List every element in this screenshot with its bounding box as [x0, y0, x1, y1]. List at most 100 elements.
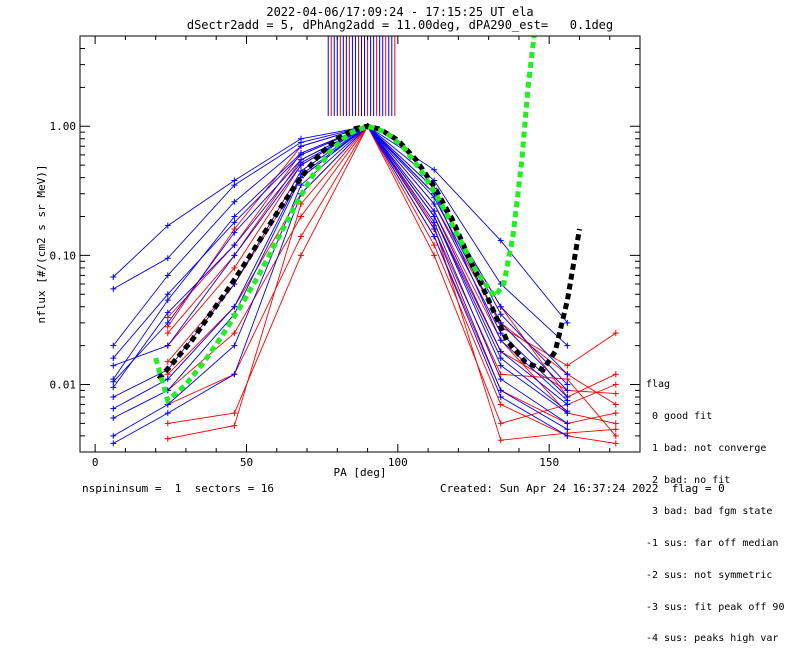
blue-data-point	[164, 222, 171, 229]
blue-data-point	[231, 242, 238, 249]
legend-item-flag-minus2: -2 sus: not symmetric	[646, 569, 773, 581]
blue-data-point	[297, 159, 304, 166]
blue-series-line	[113, 125, 568, 444]
blue-data-point	[497, 387, 504, 394]
blue-data-point	[164, 291, 171, 298]
red-data-point	[164, 330, 171, 337]
legend-item-flag-minus1: -1 sus: far off median	[646, 538, 779, 550]
blue-data-point	[431, 226, 438, 233]
red-data-point	[612, 401, 619, 408]
blue-data-point	[497, 348, 504, 355]
blue-data-point	[164, 376, 171, 383]
blue-data-point	[431, 208, 438, 215]
blue-data-point	[564, 319, 571, 326]
y-axis-label: nflux [#/(cm2 s sr MeV)]	[35, 165, 48, 324]
blue-data-point	[164, 342, 171, 349]
blue-series-line	[113, 125, 568, 437]
blue-data-point	[164, 255, 171, 262]
blue-data-point	[110, 355, 117, 362]
blue-data-point	[497, 311, 504, 318]
x-tick-label: 0	[92, 456, 99, 469]
blue-data-point	[110, 342, 117, 349]
blue-data-point	[231, 213, 238, 220]
x-axis-label: PA [deg]	[334, 466, 387, 479]
blue-series-line	[113, 125, 568, 412]
blue-data-point	[164, 297, 171, 304]
blue-data-point	[110, 273, 117, 280]
red-data-point	[231, 422, 238, 429]
blue-data-point	[110, 384, 117, 391]
blue-data-point	[110, 285, 117, 292]
blue-series-line	[112, 125, 568, 401]
blue-data-point	[564, 387, 571, 394]
blue-data-point	[231, 219, 238, 226]
red-data-point	[497, 437, 504, 444]
plot-frame	[79, 35, 641, 453]
red-series-line	[167, 125, 616, 441]
blue-data-point	[110, 378, 117, 385]
blue-data-point	[497, 337, 504, 344]
legend-title: flag	[646, 379, 671, 391]
red-data-point	[297, 252, 304, 259]
blue-data-point	[564, 371, 571, 378]
blue-data-point	[497, 376, 504, 383]
red-data-point	[612, 420, 619, 427]
red-data-point	[612, 371, 619, 378]
blue-data-point	[110, 362, 117, 369]
red-data-point	[297, 233, 304, 240]
red-data-point	[612, 432, 619, 439]
blue-data-point	[231, 342, 238, 349]
blue-data-point	[164, 319, 171, 326]
blue-data-point	[564, 432, 571, 439]
blue-data-point	[431, 213, 438, 220]
flag-legend: flag 0 good fit 1 bad: not converge 2 ba…	[646, 359, 784, 656]
red-series-line	[167, 125, 616, 424]
blue-data-point	[297, 143, 304, 150]
blue-data-point	[297, 182, 304, 189]
legend-item-flag-2: 2 bad: no fit	[646, 474, 731, 486]
blue-data-point	[231, 198, 238, 205]
blue-data-point	[164, 410, 171, 417]
blue-data-point	[110, 394, 117, 400]
blue-series-line	[112, 125, 568, 375]
blue-data-point	[164, 272, 171, 279]
blue-data-point	[297, 151, 304, 158]
green-fit-line	[153, 35, 537, 406]
red-data-point	[612, 381, 619, 388]
blue-series-line	[112, 125, 568, 391]
red-data-point	[564, 362, 571, 369]
blue-data-point	[110, 415, 117, 422]
black-fit-line	[156, 123, 582, 381]
red-data-point	[164, 358, 171, 365]
blue-data-point	[564, 397, 571, 404]
pitch-angle-plot: 0 50 100 150 0.01 0.10 1.00 PA [deg] nflux [#/…	[35, 35, 641, 479]
x-tick-label: 100	[388, 456, 408, 469]
blue-series-line	[112, 125, 568, 324]
y-tick-label: 0.01	[50, 378, 77, 391]
red-data-point	[612, 330, 619, 337]
blue-data-point	[297, 135, 304, 142]
blue-series-line	[113, 125, 568, 424]
blue-data-point	[231, 371, 238, 378]
blue-data-point	[110, 405, 117, 412]
legend-item-flag-minus3: -3 sus: fit peak off 90	[646, 601, 785, 613]
blue-data-point	[497, 303, 504, 310]
blue-series-line	[113, 125, 568, 346]
blue-data-point	[564, 342, 571, 349]
red-data-point	[231, 330, 238, 337]
footer-created-info: Created: Sun Apr 24 16:37:24 2022 flag =…	[440, 482, 725, 495]
red-data-point	[231, 264, 238, 271]
legend-item-flag-0: 0 good fit	[646, 410, 713, 422]
blue-data-point	[110, 432, 117, 439]
blue-data-point	[110, 440, 117, 447]
legend-item-flag-3: 3 bad: bad fgm state	[646, 506, 773, 518]
blue-data-point	[564, 420, 571, 427]
y-tick-label: 0.10	[50, 249, 77, 262]
red-data-point	[431, 252, 438, 259]
blue-data-point	[497, 237, 504, 244]
blue-data-point	[431, 233, 438, 240]
chart-title: 2022-04-06/17:09:24 - 17:15:25 UT ela	[266, 5, 534, 19]
red-data-point	[497, 420, 504, 427]
blue-data-point	[497, 355, 504, 362]
red-data-point	[164, 435, 171, 442]
